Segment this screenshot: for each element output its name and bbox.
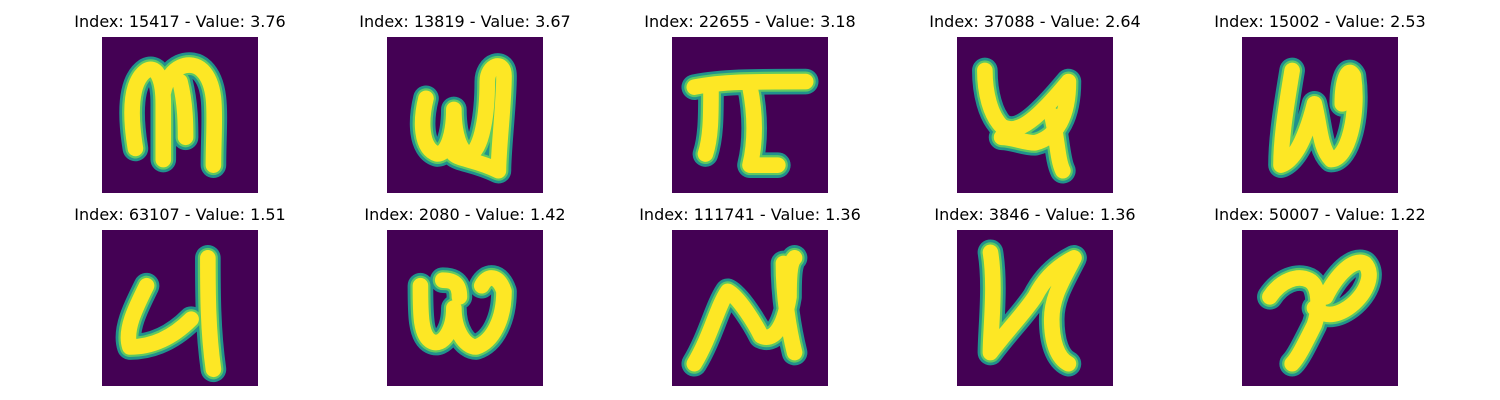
handwritten-glyph xyxy=(387,230,543,386)
panel-title: Index: 50007 - Value: 1.22 xyxy=(1214,205,1426,224)
digit-image xyxy=(387,230,543,386)
digit-image xyxy=(1242,230,1398,386)
handwritten-glyph xyxy=(672,37,828,193)
handwritten-glyph xyxy=(957,230,1113,386)
panel-title: Index: 3846 - Value: 1.36 xyxy=(934,205,1136,224)
panel-title: Index: 15417 - Value: 3.76 xyxy=(74,12,286,31)
panel-title: Index: 22655 - Value: 3.18 xyxy=(644,12,856,31)
digit-image xyxy=(102,37,258,193)
digit-image xyxy=(957,230,1113,386)
handwritten-glyph xyxy=(672,230,828,386)
handwritten-glyph xyxy=(1242,37,1398,193)
panel-title: Index: 63107 - Value: 1.51 xyxy=(74,205,286,224)
image-panel: Index: 50007 - Value: 1.22 xyxy=(1170,193,1470,386)
image-panel: Index: 15002 - Value: 2.53 xyxy=(1170,0,1470,193)
image-panel: Index: 3846 - Value: 1.36 xyxy=(885,193,1185,386)
digit-image xyxy=(957,37,1113,193)
panel-title: Index: 15002 - Value: 2.53 xyxy=(1214,12,1426,31)
panel-title: Index: 13819 - Value: 3.67 xyxy=(359,12,571,31)
image-panel: Index: 111741 - Value: 1.36 xyxy=(600,193,900,386)
handwritten-glyph xyxy=(387,37,543,193)
handwritten-glyph xyxy=(102,230,258,386)
image-panel: Index: 63107 - Value: 1.51 xyxy=(30,193,330,386)
digit-image xyxy=(1242,37,1398,193)
digit-image xyxy=(672,230,828,386)
image-panel: Index: 13819 - Value: 3.67 xyxy=(315,0,615,193)
digit-image xyxy=(102,230,258,386)
panel-title: Index: 111741 - Value: 1.36 xyxy=(639,205,861,224)
panel-title: Index: 2080 - Value: 1.42 xyxy=(364,205,566,224)
digit-image xyxy=(387,37,543,193)
image-panel: Index: 22655 - Value: 3.18 xyxy=(600,0,900,193)
handwritten-glyph xyxy=(1242,230,1398,386)
handwritten-glyph xyxy=(957,37,1113,193)
image-panel: Index: 37088 - Value: 2.64 xyxy=(885,0,1185,193)
panel-title: Index: 37088 - Value: 2.64 xyxy=(929,12,1141,31)
image-panel: Index: 15417 - Value: 3.76 xyxy=(30,0,330,193)
digit-image xyxy=(672,37,828,193)
image-panel: Index: 2080 - Value: 1.42 xyxy=(315,193,615,386)
handwritten-glyph xyxy=(102,37,258,193)
